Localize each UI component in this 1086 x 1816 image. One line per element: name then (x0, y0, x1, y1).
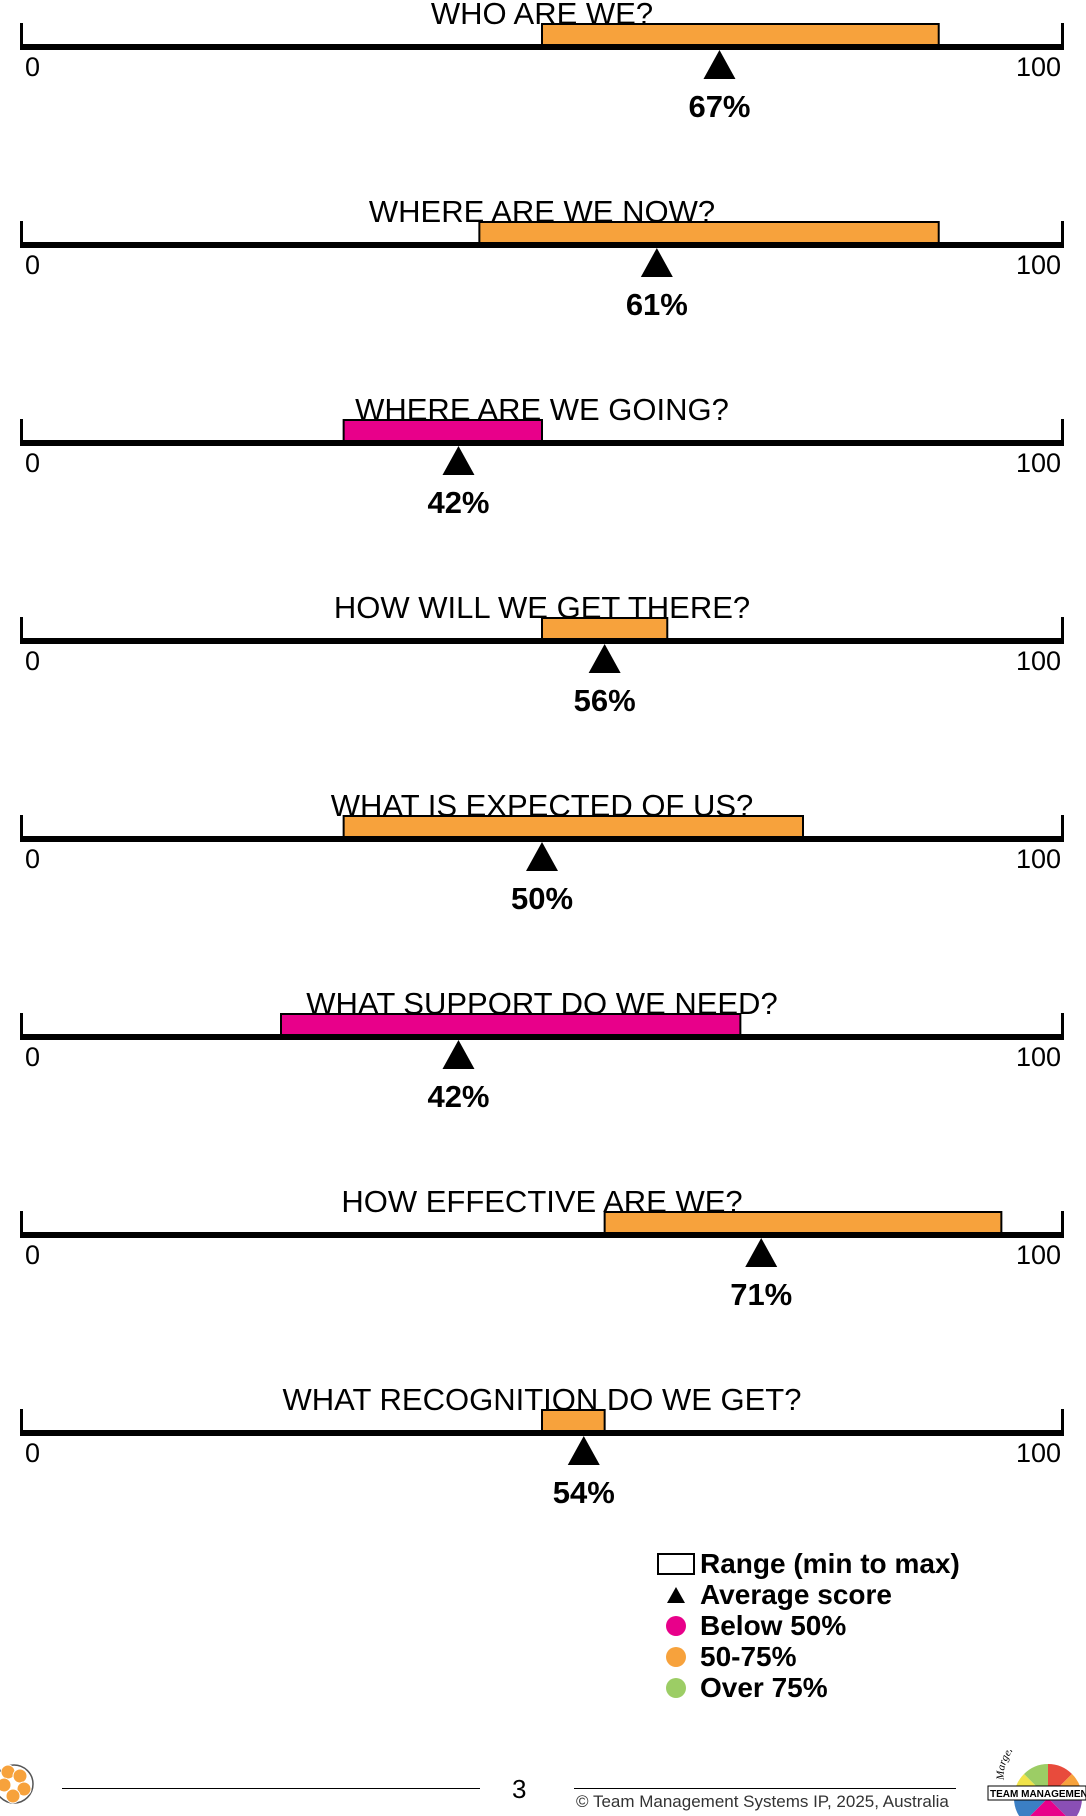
average-label: 71% (730, 1277, 792, 1312)
axis-max-label: 100 (1016, 250, 1061, 280)
axis-max-label: 100 (1016, 1240, 1061, 1270)
average-label: 42% (427, 1079, 489, 1114)
legend-item-over-75: Over 75% (652, 1672, 960, 1703)
legend-item-average: Average score (652, 1579, 960, 1610)
legend-dot-over-75 (652, 1677, 700, 1698)
footer-rule-left (62, 1788, 480, 1789)
average-label: 54% (553, 1475, 615, 1510)
axis-max-label: 100 (1016, 1438, 1061, 1468)
axis-max-label: 100 (1016, 646, 1061, 676)
average-marker (442, 446, 475, 475)
copyright-text: © Team Management Systems IP, 2025, Aust… (576, 1792, 949, 1811)
legend-item-below-50: Below 50% (652, 1610, 960, 1641)
axis-min-label: 0 (25, 1042, 40, 1072)
legend-50-75-label: 50-75% (700, 1641, 797, 1672)
axis-max-label: 100 (1016, 844, 1061, 874)
range-bar (280, 1013, 742, 1036)
legend: Range (min to max) Average score Below 5… (652, 1548, 960, 1703)
average-marker (442, 1040, 475, 1069)
range-bar (541, 23, 940, 46)
range-bar (478, 221, 940, 244)
average-label: 67% (688, 89, 750, 124)
axis-min-label: 0 (25, 1438, 40, 1468)
legend-item-range: Range (min to max) (652, 1548, 960, 1579)
legend-range-label: Range (min to max) (700, 1548, 960, 1579)
range-bar (541, 1409, 606, 1432)
range-bar (342, 815, 804, 838)
average-label: 61% (626, 287, 688, 322)
legend-average-label: Average score (700, 1579, 892, 1610)
page-number: 3 (512, 1774, 527, 1804)
average-label: 50% (511, 881, 573, 916)
range-bar (342, 419, 544, 442)
axis-min-label: 0 (25, 844, 40, 874)
average-marker (567, 1436, 600, 1465)
axis-min-label: 0 (25, 1240, 40, 1270)
average-marker (703, 50, 736, 79)
average-marker (588, 644, 621, 673)
axis-max-label: 100 (1016, 448, 1061, 478)
legend-item-50-75: 50-75% (652, 1641, 960, 1672)
triangle-icon (652, 1586, 700, 1603)
average-marker (745, 1238, 778, 1267)
legend-dot-50-75 (652, 1646, 700, 1667)
range-bar (603, 1211, 1003, 1234)
average-label: 56% (574, 683, 636, 718)
average-marker (640, 248, 673, 277)
range-bar (541, 617, 669, 640)
axis-min-label: 0 (25, 250, 40, 280)
legend-below-50-label: Below 50% (700, 1610, 847, 1641)
right-logo-icon: Margerison-Mc TEAM MANAGEMENT (987, 1750, 1086, 1816)
average-marker (526, 842, 558, 871)
legend-range-swatch (652, 1552, 700, 1575)
legend-over-75-label: Over 75% (700, 1672, 828, 1703)
left-logo-icon (0, 1764, 34, 1804)
axis-min-label: 0 (25, 52, 40, 82)
axis-max-label: 100 (1016, 1042, 1061, 1072)
axis-max-label: 100 (1016, 52, 1061, 82)
footer-rule-right (574, 1788, 956, 1789)
legend-dot-below-50 (652, 1615, 700, 1636)
axis-min-label: 0 (25, 646, 40, 676)
right-logo-banner-text: TEAM MANAGEMENT (990, 1789, 1086, 1800)
axis-min-label: 0 (25, 448, 40, 478)
average-label: 42% (427, 485, 489, 520)
